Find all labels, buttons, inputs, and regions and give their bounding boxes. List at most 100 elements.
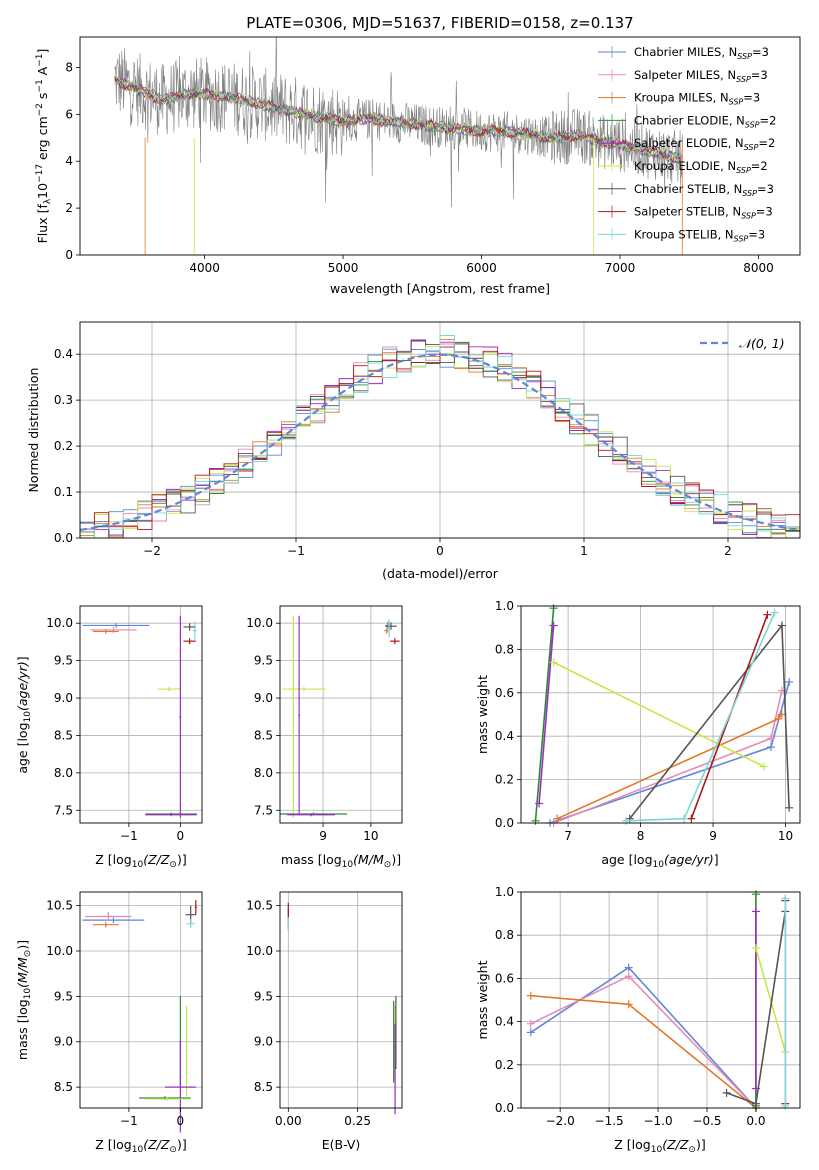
x-tick-label: 7 [564,829,572,843]
weight-line-chabrier_elodie [534,608,555,821]
label-part: −17 [35,164,45,183]
x-tick-label: −1.5 [595,1114,624,1128]
y-tick-label: 7.5 [54,803,73,817]
label-part: ⊙ [688,1145,696,1155]
x-axis-label: Z [log10(Z/Z⊙)] [95,852,186,870]
y-tick-label: 8.5 [54,728,73,742]
label-part: SSP [744,143,759,152]
label-part: )] [177,1137,187,1152]
weight-line-chabrier_miles [530,966,757,1109]
label-part: age [log [15,722,30,773]
label-part: ⊙ [169,860,177,870]
axes-frame [279,605,403,824]
weight-line-kroupa_miles [556,713,783,820]
y-tick-label: 0.4 [54,347,73,361]
x-tick-label: 6000 [466,261,497,275]
label-part: Chabrier MILES, N [634,45,737,59]
label-part: (age/yr) [664,852,714,867]
x-tick-label: 8 [637,829,645,843]
label-part: Z [log [95,1137,131,1152]
legend-entry: Kroupa STELIB, NSSP=3 [634,227,765,243]
label-part: =3 [748,227,765,241]
label-part: ] [35,49,50,54]
label-part: ] [15,656,30,661]
label-part: Salpeter ELODIE, N [634,136,744,150]
label-part: SSP [742,189,757,198]
label-part: Chabrier STELIB, N [634,182,742,196]
legend-entry: Salpeter STELIB, NSSP=3 [634,205,773,221]
x-tick-label: 2 [724,544,732,558]
y-tick-label: 8.5 [254,1080,273,1094]
label-part: SSP [736,75,751,84]
legend-entry: Salpeter ELODIE, NSSP=2 [634,136,775,152]
label-part: =2 [751,159,768,173]
label-part: =2 [760,113,777,127]
label-part: Chabrier ELODIE, N [634,113,745,127]
legend-entry: Kroupa MILES, NSSP=3 [634,91,760,107]
y-tick-label: 0.0 [54,531,73,545]
legend-entry: Chabrier STELIB, NSSP=3 [634,182,774,198]
x-tick-label: 10 [363,829,378,843]
y-tick-label: 0.2 [54,439,73,453]
y-tick-label: 8.0 [54,766,73,780]
y-tick-label: 8.5 [254,728,273,742]
y-tick-label: 8 [65,60,73,74]
label-part: )] [15,940,30,950]
mass-vs-metallicity-panel: −1 08.59.09.510.010.5Z [log10(Z/Z⊙)]mass … [15,891,203,1155]
x-tick-label: −2 [143,544,161,558]
label-part: )] [696,1137,706,1152]
label-part: age [log [601,852,652,867]
x-tick-label: −1 [287,544,305,558]
chart-title: PLATE=0306, MJD=51637, FIBERID=0158, z=0… [246,14,633,32]
weight-line-salpeter_elodie [538,625,555,804]
weight-line-kroupa_miles [530,994,757,1109]
axes-frame [79,605,203,824]
label-part: =2 [758,136,775,150]
label-part: SSP [741,212,756,221]
label-part: ] [714,852,719,867]
x-tick-label: 7000 [605,261,636,275]
y-tick-label: 8.0 [254,766,273,780]
weight-line-chabrier_stelib [629,623,790,820]
y-tick-label: 7.5 [254,803,273,817]
y-tick-label: 9.0 [254,1035,273,1049]
label-part: Salpeter MILES, N [634,68,736,82]
y-tick-label: 0.2 [495,773,514,787]
x-tick-label: 10 [778,829,793,843]
axes-frame [279,891,403,1109]
label-part: 10 [23,988,33,1000]
model-spectrum-salpeter_stelib [114,78,683,164]
x-tick-label: 9 [709,829,717,843]
x-tick-label: 0 [177,1114,185,1128]
label-part: )] [391,852,401,867]
label-part: Flux [f [35,204,50,244]
label-part: Z [log [95,852,131,867]
y-tick-label: 1.0 [495,599,514,613]
label-part: )] [177,852,187,867]
x-tick-label: −2.0 [546,1114,575,1128]
weight-line-chabrier_miles [549,681,790,824]
spectrum-panel: 4000 5000 6000 7000 8000 0 2 4 6 8 wavelength [Ang… [35,36,801,296]
y-tick-label: 0.4 [495,729,514,743]
y-tick-label: 9.5 [54,989,73,1003]
label-part: SSP [737,52,752,61]
label-part: SSP [736,166,751,175]
x-tick-label: 0.25 [344,1114,371,1128]
label-part: 10 [23,711,33,723]
x-tick-label: 0 [177,829,185,843]
label-part: =3 [752,45,769,59]
label-part: s [35,93,50,104]
label-part: SSP [745,120,760,129]
model-spectrum-kroupa_stelib [114,79,683,161]
spectrum-lines [114,37,683,255]
y-tick-label: 9.0 [254,691,273,705]
label-part: SSP [729,98,744,107]
y-tick-label: 10.0 [46,944,73,958]
x-tick-label: 0.00 [275,1114,302,1128]
y-axis-label: mass [log10(M/M⊙)] [15,940,33,1060]
legend-entry: Chabrier MILES, NSSP=3 [634,45,769,61]
y-tick-label: 9.0 [54,1035,73,1049]
label-part: Salpeter STELIB, N [634,205,741,219]
x-tick-label: −0.5 [692,1114,721,1128]
